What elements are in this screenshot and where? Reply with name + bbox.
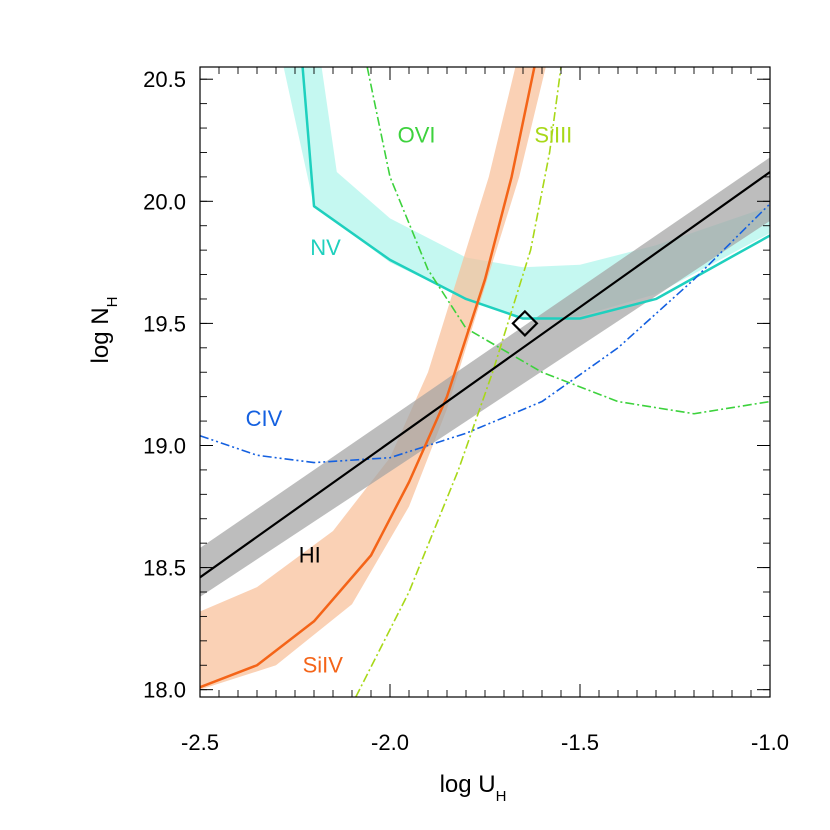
y-axis-label: log NH	[87, 297, 121, 364]
x-axis-label-sub: H	[496, 788, 507, 805]
band-siiv	[200, 67, 546, 690]
y-tick-label: 19.0	[143, 433, 186, 458]
x-tick-label: -2.0	[371, 730, 409, 755]
y-tick-label: 20.5	[143, 67, 186, 92]
y-tick-label: 19.5	[143, 311, 186, 336]
annotation-nv: NV	[310, 235, 341, 260]
solution-marker-diamond	[511, 309, 539, 337]
y-tick-label: 18.5	[143, 556, 186, 581]
x-tick-label: -1.5	[561, 730, 599, 755]
annotation-civ: CIV	[246, 406, 283, 431]
band-hi	[200, 157, 770, 597]
x-axis-label: log UH	[440, 771, 507, 805]
annotation-ovi: OVI	[398, 123, 436, 148]
annotation-siiv: SiIV	[303, 653, 344, 678]
series-line-nv	[301, 67, 770, 320]
annotation-hi: HI	[299, 543, 321, 568]
annotation-siiii: SiIII	[534, 123, 572, 148]
x-tick-label: -1.0	[751, 730, 789, 755]
y-tick-label: 20.0	[143, 189, 186, 214]
y-axis-label-main: log N	[87, 307, 114, 363]
y-axis-label-sub: H	[104, 297, 121, 308]
series-line-siiii	[355, 67, 562, 697]
series-line-ovi	[366, 67, 770, 415]
x-axis-label-main: log U	[440, 771, 496, 798]
series-line-civ	[200, 203, 770, 464]
series-line-hi	[200, 171, 770, 579]
x-tick-label: -2.5	[181, 730, 219, 755]
y-tick-label: 18.0	[143, 678, 186, 703]
series-line-siiv	[200, 67, 536, 689]
